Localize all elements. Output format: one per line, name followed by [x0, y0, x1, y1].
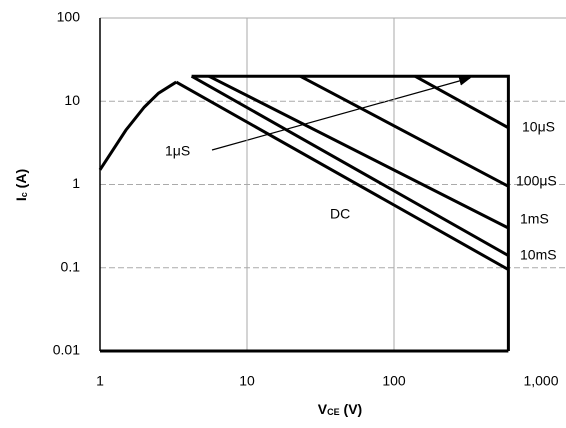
x-tick-label: 1,000 — [523, 373, 558, 389]
series-line — [98, 80, 178, 171]
x-tick-label: 10 — [239, 373, 255, 389]
annotation: 1mS — [520, 211, 549, 227]
x-tick-label: 1 — [96, 373, 104, 389]
y-tick-label: 100 — [57, 9, 81, 25]
series-line — [191, 74, 510, 351]
annotation: 1μS — [165, 143, 190, 159]
series-line — [190, 74, 510, 257]
y-tick-label: 10 — [64, 92, 80, 108]
annotation: 100μS — [516, 173, 557, 189]
annotation: DC — [330, 206, 350, 222]
x-tick-label: 100 — [382, 373, 406, 389]
annotation: 10mS — [520, 247, 557, 263]
series-line — [208, 74, 510, 230]
series-line — [175, 80, 510, 271]
x-axis-label: VCE (V) — [318, 401, 362, 418]
y-tick-label: 1 — [72, 175, 80, 191]
y-tick-label: 0.01 — [53, 342, 80, 358]
arrow — [211, 76, 472, 151]
series-line — [299, 74, 510, 188]
series-line — [414, 74, 510, 130]
annotation: 10μS — [522, 119, 555, 135]
y-axis-label: Ic (A) — [13, 169, 30, 201]
y-tick-label: 0.1 — [61, 258, 81, 274]
